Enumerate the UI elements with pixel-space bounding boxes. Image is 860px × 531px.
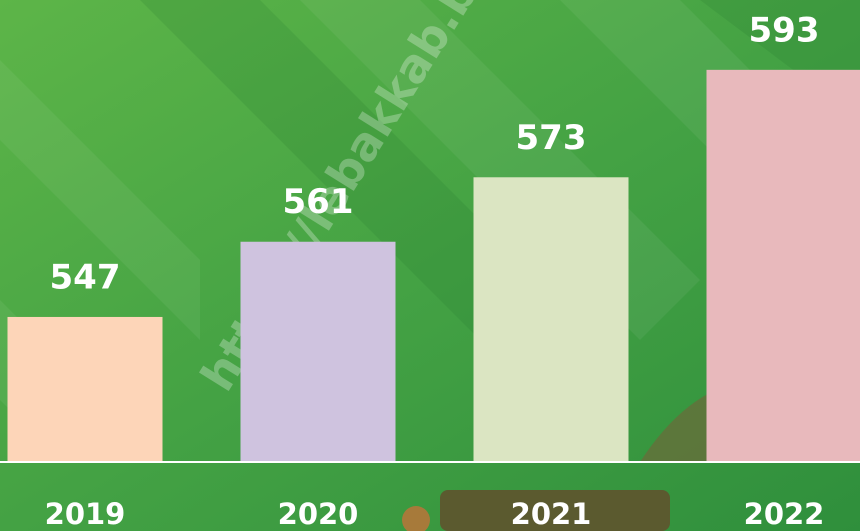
data-label: 561: [283, 182, 354, 222]
x-tick-label: 2020: [278, 497, 359, 531]
bar: [473, 177, 629, 463]
x-tick-label: 2022: [744, 497, 825, 531]
bar: [7, 316, 163, 462]
x-tick-label: 2019: [45, 497, 126, 531]
x-tick-label: 2021: [511, 497, 592, 531]
data-label: 573: [516, 118, 587, 158]
data-label: 547: [50, 257, 121, 297]
bar: [706, 69, 860, 462]
bar: [240, 241, 396, 462]
data-label: 593: [749, 10, 820, 50]
